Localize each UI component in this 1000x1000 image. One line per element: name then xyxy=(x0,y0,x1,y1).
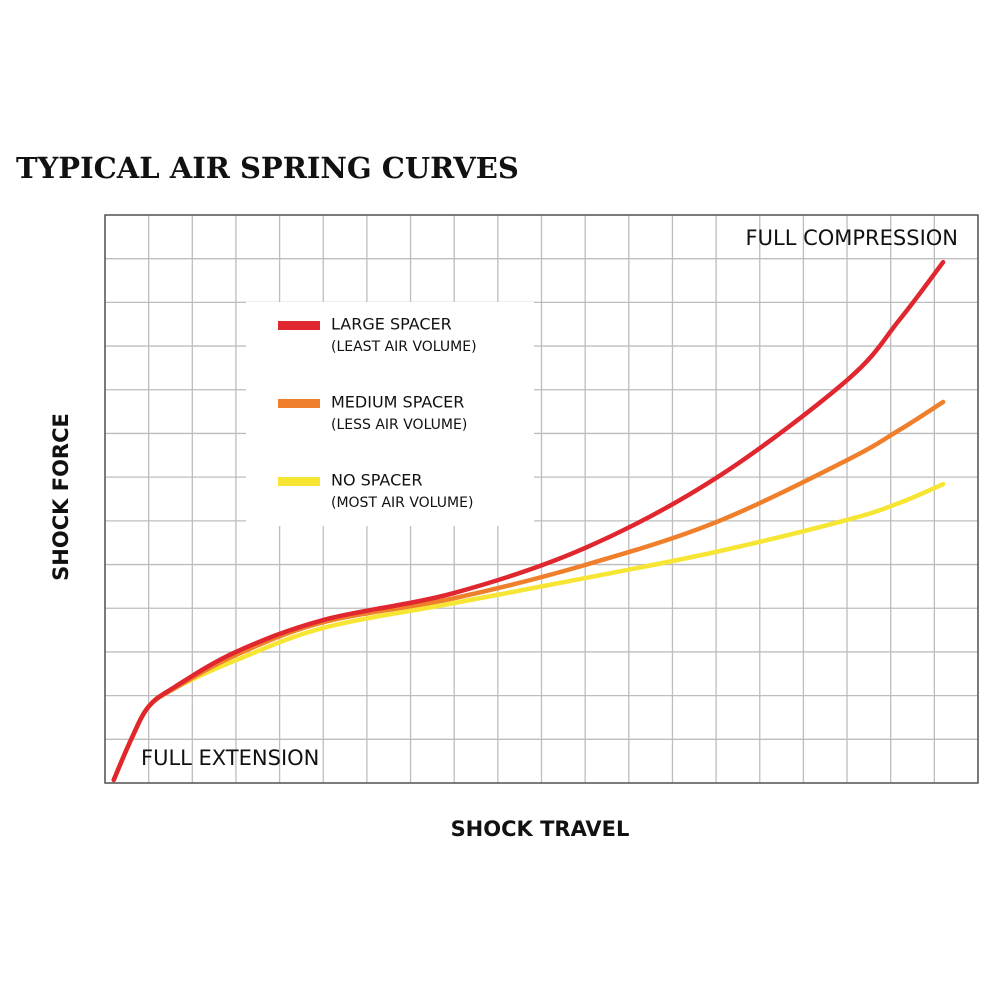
legend-label: NO SPACER xyxy=(331,471,423,490)
legend-description: (LESS AIR VOLUME) xyxy=(331,417,467,433)
legend-description: (LEAST AIR VOLUME) xyxy=(331,339,477,355)
chart-title: TYPICAL AIR SPRING CURVES xyxy=(16,151,519,185)
legend-swatch xyxy=(278,399,320,408)
legend-box xyxy=(246,302,534,526)
series-line xyxy=(111,481,946,783)
annotation: FULL COMPRESSION xyxy=(746,226,958,250)
plot-frame xyxy=(104,214,979,784)
x-axis-label: SHOCK TRAVEL xyxy=(451,817,630,841)
legend-swatch xyxy=(278,321,320,330)
legend-label: MEDIUM SPACER xyxy=(331,393,464,412)
legend-swatch xyxy=(278,477,320,486)
series-line xyxy=(111,259,946,783)
y-axis-label: SHOCK FORCE xyxy=(49,413,73,581)
annotation: FULL EXTENSION xyxy=(141,746,319,770)
legend-label: LARGE SPACER xyxy=(331,315,452,334)
legend-description: (MOST AIR VOLUME) xyxy=(331,495,473,511)
